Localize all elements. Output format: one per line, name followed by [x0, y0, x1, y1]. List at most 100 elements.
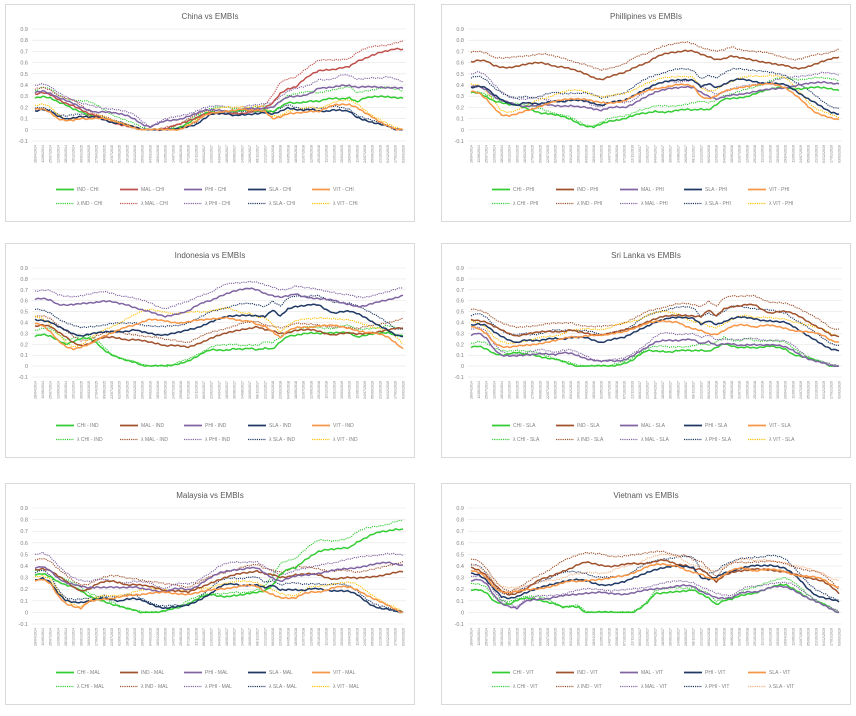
- legend-label: MAL - CHI: [141, 187, 164, 193]
- legend-label: PHI - VIT: [705, 670, 726, 676]
- x-tick-label: 18/04/2016: [592, 381, 596, 399]
- series-line-vit-phi: [470, 82, 840, 121]
- legend-item-lambda-chi-sla: λ CHI - SLA: [492, 437, 540, 443]
- x-tick-label: 12/09/2018: [309, 628, 313, 646]
- y-tick-label: 0.3: [456, 331, 464, 337]
- legend-item-lambda-phi-vit: λ PHI - VIT: [684, 684, 729, 690]
- x-tick-label: 15/03/2019: [776, 381, 780, 399]
- x-tick-label: 28/10/2014: [64, 145, 68, 163]
- y-tick-label: 0.5: [456, 310, 464, 316]
- legend-item-phi-ind: PHI - IND: [184, 423, 227, 429]
- x-tick-label: 03/12/2015: [569, 145, 573, 163]
- x-tick-label: 25/08/2016: [615, 381, 619, 399]
- legend-label: λ IND - MAL: [141, 684, 168, 690]
- x-tick-label: 30/06/2017: [669, 381, 673, 399]
- x-tick-label: 03/12/2015: [133, 381, 137, 399]
- legend-label: CHI - SLA: [513, 423, 536, 429]
- x-tick-label: 27/04/2015: [531, 381, 535, 399]
- x-tick-label: 21/02/2017: [210, 628, 214, 646]
- y-tick-label: 0.1: [20, 599, 28, 605]
- x-tick-label: 18/05/2017: [225, 381, 229, 399]
- y-tick-label: 0.9: [456, 266, 464, 272]
- x-tick-label: 07/10/2016: [623, 145, 627, 163]
- legend-item-lambda-mal-ind: λ MAL - IND: [120, 437, 168, 443]
- series-line-phi-vit: [470, 564, 840, 603]
- x-tick-label: 30/06/2017: [233, 145, 237, 163]
- series-line-lambda-phi-ind: [34, 280, 404, 310]
- x-tick-label: 04/12/2019: [386, 381, 390, 399]
- x-tick-label: 03/12/2015: [133, 145, 137, 163]
- x-tick-label: 29/04/2019: [784, 628, 788, 646]
- series-line-chi-mal: [34, 528, 404, 614]
- x-tick-label: 03/12/2015: [133, 628, 137, 646]
- legend-label: MAL - VIT: [641, 670, 663, 676]
- x-tick-label: 22/11/2016: [194, 628, 198, 646]
- y-tick-label: 0.8: [456, 38, 464, 44]
- x-tick-label: 27/04/2015: [95, 381, 99, 399]
- x-tick-label: 24/07/2019: [799, 628, 803, 646]
- y-tick-label: 0: [25, 364, 28, 370]
- x-tick-label: 22/03/2018: [715, 145, 719, 163]
- x-tick-label: 05/09/2019: [371, 381, 375, 399]
- y-tick-label: 0.4: [456, 321, 464, 327]
- legend-label: VIT - SLA: [769, 423, 791, 429]
- x-tick-label: 11/06/2019: [791, 381, 795, 399]
- series-line-mal-sla: [470, 332, 839, 368]
- x-tick-label: 21/12/2017: [699, 145, 703, 163]
- x-tick-label: 25/07/2014: [49, 145, 53, 163]
- x-tick-label: 29/04/2019: [784, 381, 788, 399]
- x-tick-label: 30/06/2017: [669, 145, 673, 163]
- x-tick-label: 22/07/2015: [546, 381, 550, 399]
- y-tick-label: 0.1: [456, 599, 464, 605]
- y-tick-label: 0.4: [456, 83, 464, 89]
- legend-label: λ MAL - IND: [141, 437, 168, 443]
- legend-item-lambda-phi-ind: λ PHI - IND: [184, 437, 231, 443]
- x-tick-label: 30/06/2017: [233, 628, 237, 646]
- legend-item-chi-vit: CHI - VIT: [492, 670, 534, 676]
- chart-svg: Indonesia vs EMBIs -0.1 0 0.1 0.2 0.3 0.4 0.5 0.…: [19, 251, 406, 443]
- series-line-sla-phi: [470, 78, 840, 115]
- x-tick-label: 09/06/2015: [538, 381, 542, 399]
- legend-item-sla-chi: SLA - CHI: [248, 187, 291, 193]
- legend-label: MAL - SLA: [641, 423, 666, 429]
- y-tick-label: 0.1: [456, 117, 464, 123]
- x-tick-label: 05/09/2019: [371, 145, 375, 163]
- y-tick-label: 0.6: [456, 541, 464, 547]
- legend-item-sla-phi: SLA - PHI: [684, 187, 727, 193]
- legend-label: SLA - VIT: [769, 670, 790, 676]
- x-tick-label: 11/06/2019: [791, 628, 795, 646]
- x-tick-label: 21/12/2017: [699, 628, 703, 646]
- x-tick-label: 12/09/2014: [56, 628, 60, 646]
- legend-label: λ SLA - VIT: [769, 684, 794, 690]
- legend-item-lambda-ind-vit: λ IND - VIT: [556, 684, 602, 690]
- y-tick-label: -0.1: [19, 622, 28, 628]
- y-tick-label: 0.9: [20, 27, 28, 33]
- legend-label: λ SLA - MAL: [269, 684, 297, 690]
- legend-label: IND - PHI: [577, 187, 598, 193]
- legend-label: λ MAL - SLA: [641, 437, 670, 443]
- chart-panel-vietnam: Vietnam vs EMBIs -0.1 0 0.1 0.2 0.3 0.4 0.5 0.6 0…: [441, 483, 851, 705]
- y-tick-label: 0.8: [456, 518, 464, 524]
- x-tick-label: 15/03/2019: [340, 628, 344, 646]
- x-tick-label: 28/10/2014: [500, 628, 504, 646]
- x-tick-label: 30/06/2017: [669, 628, 673, 646]
- x-tick-label: 06/02/2018: [707, 628, 711, 646]
- x-tick-label: 24/07/2019: [363, 628, 367, 646]
- x-tick-label: 03/12/2015: [569, 628, 573, 646]
- x-tick-label: 28/04/2014: [469, 628, 473, 646]
- legend-label: λ MAL - VIT: [641, 684, 667, 690]
- y-tick-label: -0.1: [19, 375, 28, 381]
- x-tick-label: 20/01/2016: [141, 628, 145, 646]
- x-tick-label: 25/08/2016: [179, 145, 183, 163]
- x-tick-label: 28/10/2014: [64, 628, 68, 646]
- x-tick-label: 06/02/2018: [271, 628, 275, 646]
- legend-label: VIT - CHI: [333, 187, 354, 193]
- x-tick-label: 07/10/2016: [187, 145, 191, 163]
- legend-item-lambda-chi-phi: λ CHI - PHI: [492, 201, 538, 207]
- x-tick-label: 31/01/2019: [768, 381, 772, 399]
- x-tick-label: 16/12/2014: [72, 628, 76, 646]
- series-line-phi-sla: [470, 316, 840, 352]
- y-tick-label: 0: [461, 610, 464, 616]
- x-tick-label: 18/06/2018: [294, 628, 298, 646]
- legend-item-lambda-chi-vit: λ CHI - VIT: [492, 684, 538, 690]
